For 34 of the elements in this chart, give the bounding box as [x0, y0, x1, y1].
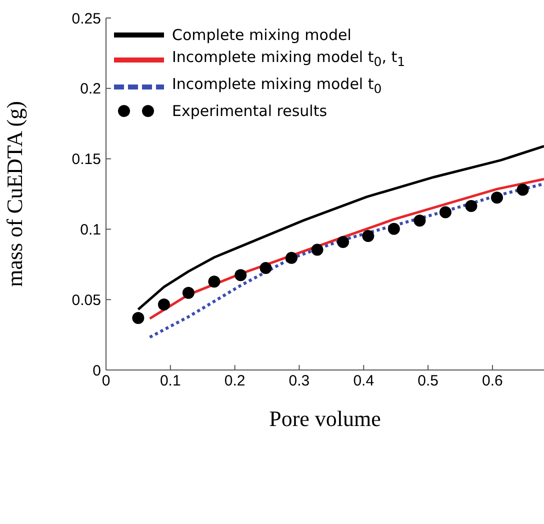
point	[414, 214, 426, 227]
point	[439, 206, 452, 218]
x-tick-label: 0.3	[288, 372, 310, 390]
legend-label: Experimental results	[172, 101, 328, 122]
y-tick-label: 0.2	[80, 80, 101, 98]
x-tick-label: 0.4	[353, 372, 374, 390]
point	[132, 312, 144, 324]
y-tick-label: 0.25	[72, 10, 101, 28]
y-axis-title: mass of CuEDTA (g)	[2, 101, 27, 287]
x-tick-label: 0.5	[418, 372, 438, 390]
y-tick-label: 0.15	[72, 151, 101, 168]
point	[490, 192, 503, 204]
point	[362, 230, 374, 242]
x-tick-label: 0.1	[160, 372, 181, 390]
point	[286, 252, 298, 264]
point	[182, 286, 194, 299]
point	[234, 269, 247, 282]
y-tick-label: 0.1	[80, 222, 101, 239]
x-axis-title: Pore volume	[269, 406, 381, 431]
point	[158, 298, 170, 311]
point	[388, 222, 400, 235]
point	[337, 236, 350, 248]
point	[516, 184, 529, 196]
legend-label: Incomplete mixing model t$_{0}$, t$_{1}$	[172, 47, 406, 71]
legend-label: Complete mixing model	[172, 25, 352, 46]
line-series	[136, 144, 544, 311]
legend-label: Incomplete mixing model t$_{0}$	[172, 74, 382, 98]
point	[465, 200, 478, 212]
point	[208, 276, 220, 288]
x-tick-label: 0.6	[482, 372, 503, 390]
y-tick-label: 0.05	[72, 292, 101, 309]
point	[311, 244, 324, 256]
x-tick-label: 0.2	[224, 372, 246, 390]
point	[260, 262, 272, 274]
